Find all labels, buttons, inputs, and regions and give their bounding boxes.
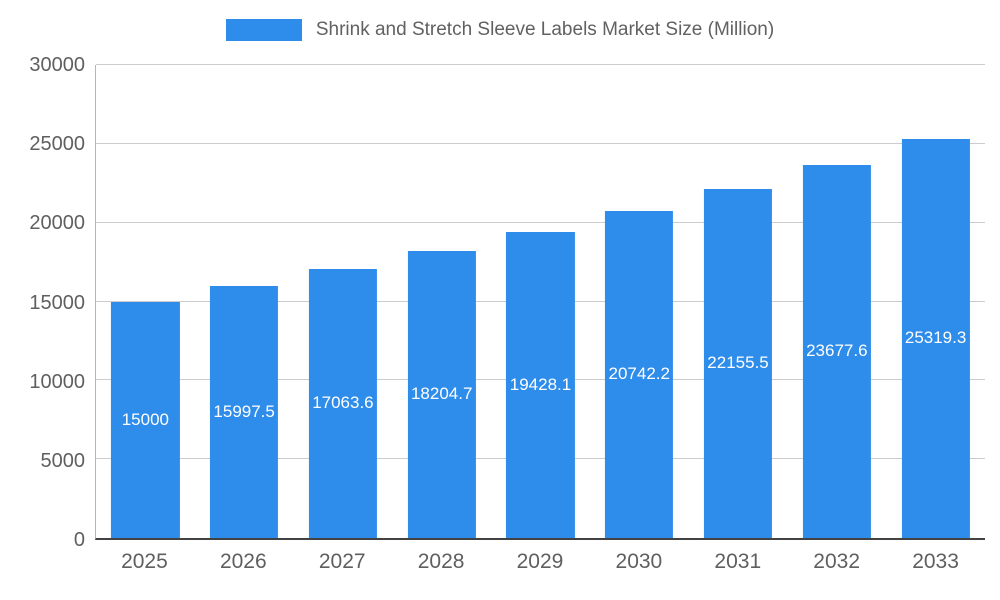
x-tick-label: 2029: [516, 550, 564, 573]
gridline: [96, 64, 985, 65]
y-tick-label: 25000: [29, 133, 85, 156]
x-tick-label: 2026: [219, 550, 267, 573]
bar-slot: 20742.2: [590, 65, 689, 538]
y-tick-label: 30000: [29, 54, 85, 76]
bar-slot: 15000: [96, 65, 195, 538]
plot-area: 15000 15997.5 17063.6 18204.7 19428.1 20742.2…: [95, 64, 985, 540]
bar-slot: 22155.5: [689, 65, 788, 538]
legend-label: Shrink and Stretch Sleeve Labels Market …: [315, 19, 775, 40]
y-axis-labels: 0 5000 10000 15000 20000 25000 30000: [0, 55, 86, 550]
bar-value-label: 23677.6: [806, 341, 868, 361]
y-tick-label: 5000: [40, 449, 86, 472]
bar-value-label: 15000: [121, 409, 170, 429]
bar-2027: 17063.6: [308, 268, 377, 538]
y-tick-label: 10000: [29, 370, 85, 393]
bar-value-label: 22155.5: [707, 353, 769, 373]
x-tick-label: 2033: [912, 550, 959, 573]
bar-2029: 19428.1: [506, 231, 575, 538]
bar-slot: 15997.5: [195, 65, 294, 538]
bars: 15000 15997.5 17063.6 18204.7 19428.1 20742.2…: [96, 65, 985, 538]
y-tick-label: 20000: [29, 212, 85, 235]
bar-value-label: 15997.5: [213, 401, 275, 421]
x-tick-label: 2027: [318, 550, 366, 573]
bar-2030: 20742.2: [605, 210, 674, 538]
gridline: [96, 142, 985, 144]
legend: Shrink and Stretch Sleeve Labels Market …: [0, 19, 1000, 41]
bar-value-label: 19428.1: [509, 374, 572, 394]
gridline: [96, 221, 985, 223]
bar-value-label: 18204.7: [410, 384, 473, 404]
bar-value-label: 20742.2: [608, 364, 670, 384]
x-axis-labels: 2025 2026 2027 2028 2029 2030 2031 2032 2033: [95, 550, 985, 580]
bar-2031: 22155.5: [703, 188, 773, 538]
y-tick-label: 0: [73, 529, 85, 551]
x-tick-label: 2030: [615, 550, 663, 573]
x-tick-label: 2031: [714, 550, 762, 573]
bar-slot: 17063.6: [294, 65, 393, 538]
bar-2032: 23677.6: [802, 164, 871, 538]
x-tick-label: 2028: [417, 550, 465, 573]
x-tick-label: 2025: [121, 550, 168, 573]
bar-slot: 18204.7: [392, 65, 491, 538]
bar-value-label: 17063.6: [312, 393, 374, 413]
bar-2025: 15000: [111, 301, 180, 538]
x-tick-label: 2032: [813, 550, 861, 573]
bar-slot: 19428.1: [491, 65, 590, 538]
y-tick-label: 15000: [29, 291, 85, 314]
bar-2028: 18204.7: [407, 250, 476, 538]
bar-slot: 23677.6: [787, 65, 886, 538]
bar-2026: 15997.5: [210, 285, 279, 538]
bar-2033: 25319.3: [901, 138, 970, 538]
legend-swatch: [225, 19, 302, 41]
bar-slot: 25319.3: [886, 65, 985, 538]
bar-value-label: 25319.3: [904, 328, 967, 348]
